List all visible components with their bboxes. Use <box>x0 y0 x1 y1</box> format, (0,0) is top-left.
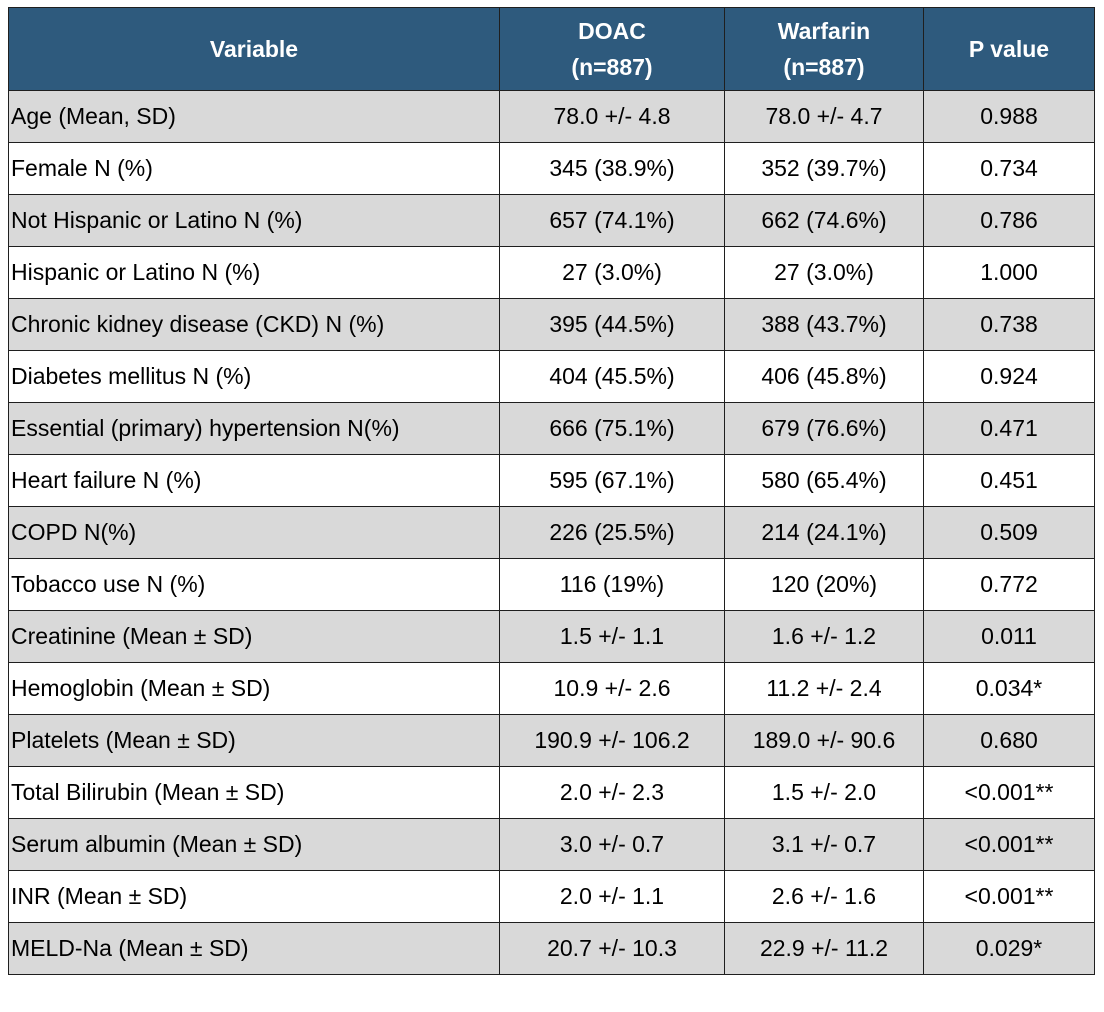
cell-variable: Creatinine (Mean ± SD) <box>8 610 500 663</box>
cell-warfarin: 1.6 +/- 1.2 <box>724 610 924 663</box>
cell-doac: 666 (75.1%) <box>499 402 725 455</box>
cell-warfarin: 11.2 +/- 2.4 <box>724 662 924 715</box>
cell-variable: Age (Mean, SD) <box>8 90 500 143</box>
header-warfarin-n: (n=887) <box>783 54 865 80</box>
table-row: Diabetes mellitus N (%) 404 (45.5%) 406 (4… <box>8 350 1095 403</box>
cell-warfarin: 3.1 +/- 0.7 <box>724 818 924 871</box>
cell-p-value: 0.988 <box>923 90 1095 143</box>
cell-p-value: 0.772 <box>923 558 1095 611</box>
header-doac: DOAC (n=887) <box>499 7 725 91</box>
cell-doac: 657 (74.1%) <box>499 194 725 247</box>
table-row: Not Hispanic or Latino N (%) 657 (74.1%) 6… <box>8 194 1095 247</box>
cell-p-value: 0.680 <box>923 714 1095 767</box>
cell-p-value: 0.509 <box>923 506 1095 559</box>
cell-p-value: 0.011 <box>923 610 1095 663</box>
cell-variable: Hispanic or Latino N (%) <box>8 246 500 299</box>
cell-p-value: <0.001** <box>923 766 1095 819</box>
header-variable-label: Variable <box>209 36 299 62</box>
cell-doac: 2.0 +/- 1.1 <box>499 870 725 923</box>
table-row: Heart failure N (%) 595 (67.1%) 580 (65.4%… <box>8 454 1095 507</box>
header-p-value-label: P value <box>968 36 1050 62</box>
table-container: Variable DOAC (n=887) Warfarin (n=887) P… <box>8 7 1095 975</box>
cell-warfarin: 580 (65.4%) <box>724 454 924 507</box>
cell-doac: 116 (19%) <box>499 558 725 611</box>
cell-variable: Platelets (Mean ± SD) <box>8 714 500 767</box>
cell-doac: 190.9 +/- 106.2 <box>499 714 725 767</box>
cell-warfarin: 388 (43.7%) <box>724 298 924 351</box>
cell-p-value: 0.029* <box>923 922 1095 975</box>
table-row: Chronic kidney disease (CKD) N (%) 395 (4… <box>8 298 1095 351</box>
cell-warfarin: 27 (3.0%) <box>724 246 924 299</box>
cell-doac: 404 (45.5%) <box>499 350 725 403</box>
header-doac-label: DOAC <box>578 18 646 44</box>
cell-variable: Diabetes mellitus N (%) <box>8 350 500 403</box>
cell-p-value: 0.738 <box>923 298 1095 351</box>
table-row: Female N (%) 345 (38.9%) 352 (39.7%) 0.734 <box>8 142 1095 195</box>
cell-warfarin: 120 (20%) <box>724 558 924 611</box>
cell-variable: Hemoglobin (Mean ± SD) <box>8 662 500 715</box>
cell-doac: 78.0 +/- 4.8 <box>499 90 725 143</box>
cell-doac: 345 (38.9%) <box>499 142 725 195</box>
header-p-value: P value <box>923 7 1095 91</box>
cell-variable: COPD N(%) <box>8 506 500 559</box>
cell-variable: Essential (primary) hypertension N(%) <box>8 402 500 455</box>
cell-warfarin: 406 (45.8%) <box>724 350 924 403</box>
table-row: Hemoglobin (Mean ± SD) 10.9 +/- 2.6 11.2 +… <box>8 662 1095 715</box>
cell-doac: 226 (25.5%) <box>499 506 725 559</box>
table-row: INR (Mean ± SD) 2.0 +/- 1.1 2.6 +/- 1.6 <0.… <box>8 870 1095 923</box>
cell-variable: Tobacco use N (%) <box>8 558 500 611</box>
header-warfarin-label: Warfarin <box>777 18 871 44</box>
cell-doac: 27 (3.0%) <box>499 246 725 299</box>
cell-warfarin: 679 (76.6%) <box>724 402 924 455</box>
cell-doac: 395 (44.5%) <box>499 298 725 351</box>
cell-p-value: 0.451 <box>923 454 1095 507</box>
table-row: Platelets (Mean ± SD) 190.9 +/- 106.2 189.… <box>8 714 1095 767</box>
table-row: Creatinine (Mean ± SD) 1.5 +/- 1.1 1.6 +/-… <box>8 610 1095 663</box>
baseline-characteristics-table: Variable DOAC (n=887) Warfarin (n=887) P… <box>8 7 1095 975</box>
table-row: Essential (primary) hypertension N(%) 666… <box>8 402 1095 455</box>
cell-p-value: 0.034* <box>923 662 1095 715</box>
cell-p-value: 0.786 <box>923 194 1095 247</box>
cell-warfarin: 189.0 +/- 90.6 <box>724 714 924 767</box>
table-row: Total Bilirubin (Mean ± SD) 2.0 +/- 2.3 1.… <box>8 766 1095 819</box>
header-variable: Variable <box>8 7 500 91</box>
cell-p-value: 0.734 <box>923 142 1095 195</box>
cell-doac: 2.0 +/- 2.3 <box>499 766 725 819</box>
table-row: COPD N(%) 226 (25.5%) 214 (24.1%) 0.509 <box>8 506 1095 559</box>
cell-doac: 1.5 +/- 1.1 <box>499 610 725 663</box>
cell-warfarin: 662 (74.6%) <box>724 194 924 247</box>
table-header-row: Variable DOAC (n=887) Warfarin (n=887) P… <box>8 7 1095 91</box>
cell-p-value: 0.924 <box>923 350 1095 403</box>
cell-p-value: <0.001** <box>923 870 1095 923</box>
cell-p-value: 1.000 <box>923 246 1095 299</box>
cell-warfarin: 2.6 +/- 1.6 <box>724 870 924 923</box>
header-doac-n: (n=887) <box>571 54 653 80</box>
cell-doac: 3.0 +/- 0.7 <box>499 818 725 871</box>
table-row: Age (Mean, SD) 78.0 +/- 4.8 78.0 +/- 4.7 0.… <box>8 90 1095 143</box>
table-row: MELD-Na (Mean ± SD) 20.7 +/- 10.3 22.9 +/-… <box>8 922 1095 975</box>
cell-warfarin: 352 (39.7%) <box>724 142 924 195</box>
table-row: Serum albumin (Mean ± SD) 3.0 +/- 0.7 3.1 … <box>8 818 1095 871</box>
cell-variable: INR (Mean ± SD) <box>8 870 500 923</box>
cell-p-value: 0.471 <box>923 402 1095 455</box>
table-row: Tobacco use N (%) 116 (19%) 120 (20%) 0.772 <box>8 558 1095 611</box>
cell-warfarin: 1.5 +/- 2.0 <box>724 766 924 819</box>
table-body: Age (Mean, SD) 78.0 +/- 4.8 78.0 +/- 4.7 0.… <box>8 90 1095 975</box>
cell-variable: Female N (%) <box>8 142 500 195</box>
cell-variable: MELD-Na (Mean ± SD) <box>8 922 500 975</box>
cell-variable: Not Hispanic or Latino N (%) <box>8 194 500 247</box>
cell-variable: Serum albumin (Mean ± SD) <box>8 818 500 871</box>
table-row: Hispanic or Latino N (%) 27 (3.0%) 27 (3.0… <box>8 246 1095 299</box>
cell-doac: 10.9 +/- 2.6 <box>499 662 725 715</box>
cell-warfarin: 214 (24.1%) <box>724 506 924 559</box>
cell-variable: Chronic kidney disease (CKD) N (%) <box>8 298 500 351</box>
cell-warfarin: 22.9 +/- 11.2 <box>724 922 924 975</box>
header-warfarin: Warfarin (n=887) <box>724 7 924 91</box>
cell-variable: Total Bilirubin (Mean ± SD) <box>8 766 500 819</box>
cell-warfarin: 78.0 +/- 4.7 <box>724 90 924 143</box>
cell-variable: Heart failure N (%) <box>8 454 500 507</box>
cell-p-value: <0.001** <box>923 818 1095 871</box>
cell-doac: 20.7 +/- 10.3 <box>499 922 725 975</box>
cell-doac: 595 (67.1%) <box>499 454 725 507</box>
